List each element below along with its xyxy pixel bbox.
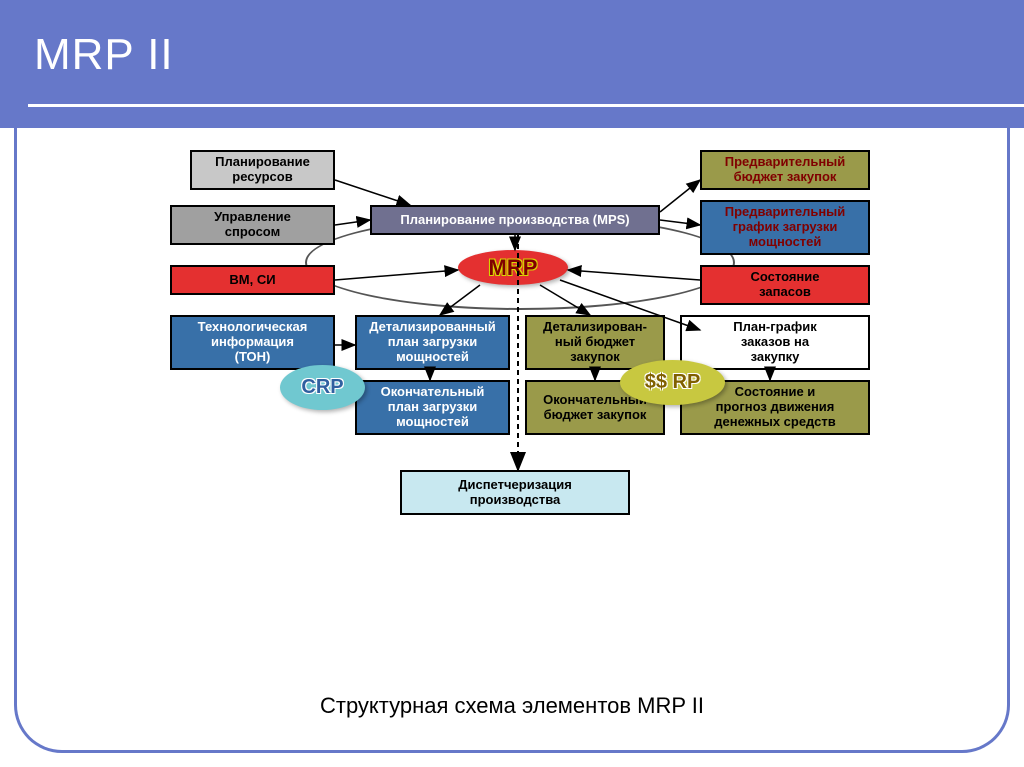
node-detailed-budget: Детализирован-ный бюджетзакупок [525,315,665,370]
node-demand-mgmt: Управлениеспросом [170,205,335,245]
node-plan-resources: Планированиересурсов [190,150,335,190]
node-prelim-schedule: Предварительныйграфик загрузкимощностей [700,200,870,255]
slide-caption: Структурная схема элементов MRP II [0,693,1024,719]
slide-title: MRP II [34,30,174,80]
node-dispatching: Диспетчеризацияпроизводства [400,470,630,515]
bubble-mrp: MRP [458,250,568,285]
node-mps: Планирование производства (MPS) [370,205,660,235]
mrp-diagram: Планированиересурсов Управлениеспросом В… [140,150,910,630]
bubble-ssrp: $$ RP [620,360,725,405]
header-underline [28,104,1024,107]
node-stock-status: Состояниезапасов [700,265,870,305]
node-prelim-budget: Предварительныйбюджет закупок [700,150,870,190]
bubble-crp: CRP [280,365,365,410]
node-detailed-capacity: Детализированныйплан загрузкимощностей [355,315,510,370]
node-tech-info: Технологическаяинформация(ТОН) [170,315,335,370]
node-plan-orders: План-графикзаказов назакупку [680,315,870,370]
node-final-capacity: Окончательныйплан загрузкимощностей [355,380,510,435]
node-bm-si: ВМ, СИ [170,265,335,295]
